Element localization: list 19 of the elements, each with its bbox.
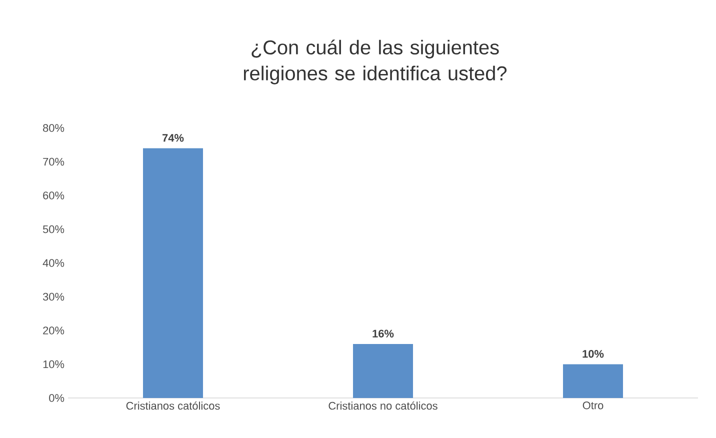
x-tick-label: Cristianos no católicos [328, 402, 438, 410]
bar [143, 148, 204, 398]
bar [353, 344, 414, 398]
chart-title: ¿Con cuál de las siguientes religiones se identifica usted? [244, 40, 507, 84]
y-tick-label: 30% [42, 292, 64, 301]
y-tick-label: 50% [42, 225, 64, 234]
y-tick-label: 60% [43, 192, 64, 200]
y-tick-label: 80% [43, 124, 64, 132]
data-label: 74% [162, 134, 184, 142]
y-tick-label: 40% [42, 259, 64, 267]
y-tick-label: 20% [43, 326, 64, 334]
data-label: 10% [582, 350, 604, 358]
x-tick-label: Otro [582, 402, 604, 410]
y-tick-label: 0% [49, 394, 64, 402]
y-tick-label: 70% [43, 158, 64, 166]
x-tick-label: Cristianos católicos [126, 402, 220, 410]
bar [563, 364, 624, 398]
y-tick-label: 10% [43, 360, 64, 368]
data-label: 16% [372, 330, 394, 338]
